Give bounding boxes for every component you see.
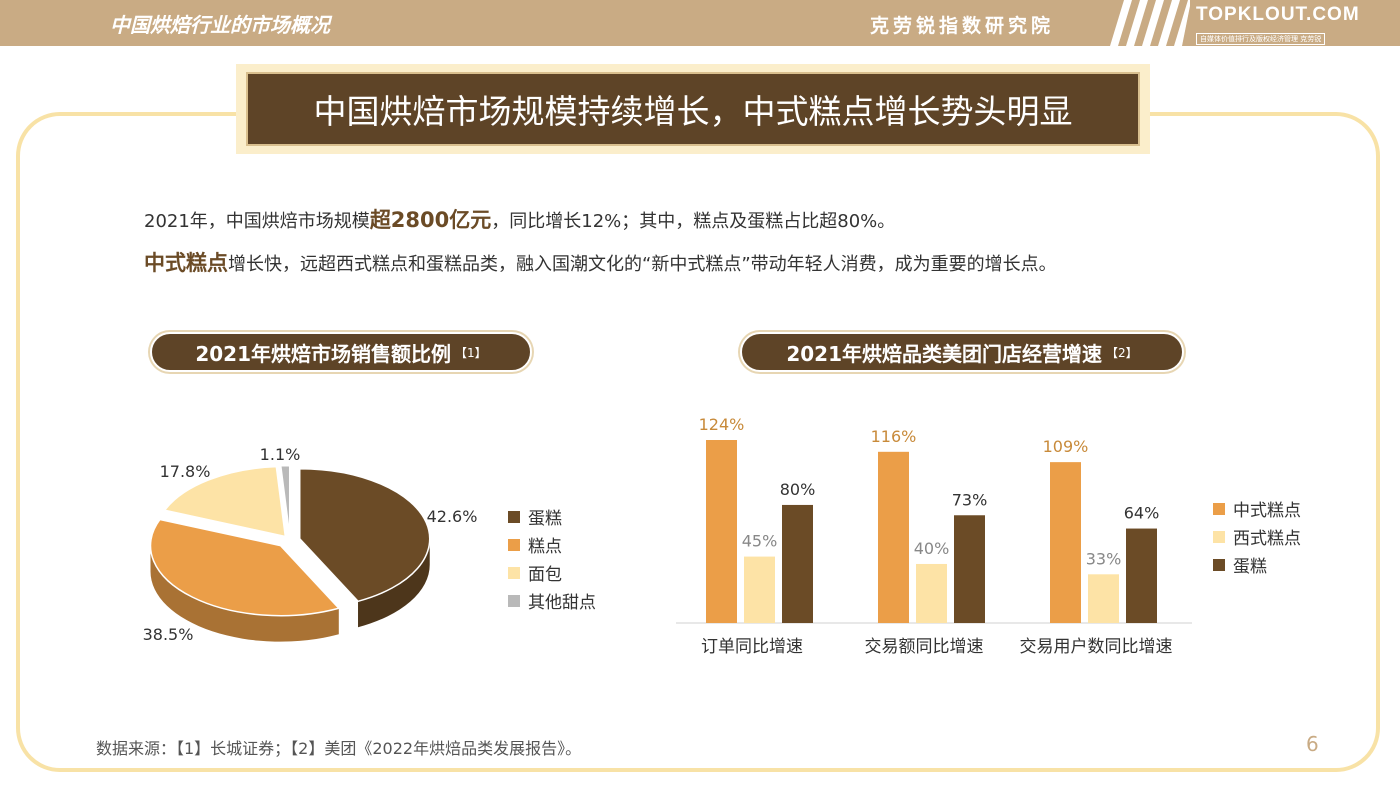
pie-slice-1 (298, 467, 431, 603)
bar-2-2 (916, 563, 947, 623)
pie-title-ref: 【1】 (455, 345, 487, 360)
top-bar: 中国烘焙行业的市场概况 克劳锐指数研究院 TOPKLOUT.COM 自媒体价值排… (0, 0, 1400, 46)
pie-legend-item: 糕点 (508, 532, 562, 557)
p1-bold: 超2800亿元 (369, 208, 492, 232)
pie-data-label: 38.5% (143, 625, 194, 644)
legend-label: 面包 (528, 565, 562, 585)
pie-slice-side (358, 538, 430, 628)
p2-bold: 中式糕点 (144, 251, 228, 275)
x-tick-label: 交易用户数同比增速 (1020, 637, 1173, 657)
bar-data-label: 73% (952, 490, 988, 509)
bar-legend-item: 蛋糕 (1213, 552, 1267, 577)
bar-data-label: 64% (1124, 504, 1160, 523)
legend-label: 其他甜点 (528, 593, 596, 613)
bar-1-3 (1050, 462, 1081, 623)
legend-swatch (508, 538, 520, 551)
paragraph-2: 中式糕点增长快，远超西式糕点和蛋糕品类，融入国潮文化的“新中式糕点”带动年轻人消… (144, 247, 1057, 277)
page-number: 6 (1306, 732, 1319, 756)
bar-title-ref: 【2】 (1106, 345, 1138, 360)
source-note: 数据来源：【1】长城证券；【2】美团《2022年烘焙品类发展报告》。 (96, 739, 582, 758)
bar-chart-title: 2021年烘焙品类美团门店经营增速 【2】 (740, 332, 1184, 372)
section-title: 中国烘焙行业的市场概况 (110, 13, 330, 37)
bar-data-label: 33% (1086, 549, 1122, 568)
legend-label: 中式糕点 (1233, 501, 1301, 521)
pie-legend-item: 蛋糕 (508, 504, 562, 529)
p1-pre: 2021年，中国烘焙市场规模 (144, 211, 370, 232)
legend-swatch (508, 594, 520, 607)
bar-data-label: 80% (780, 480, 816, 499)
pie-chart-title: 2021年烘焙市场销售额比例 【1】 (150, 332, 532, 372)
bar-3-2 (954, 515, 985, 623)
bar-data-label: 124% (699, 415, 745, 434)
p1-post: ，同比增长12%；其中，糕点及蛋糕占比超80%。 (491, 211, 896, 232)
bar-data-label: 116% (871, 427, 917, 446)
legend-label: 蛋糕 (528, 509, 562, 529)
pie-data-label: 42.6% (427, 507, 478, 526)
brand-subtitle: 自媒体价值排行及版权经济管理 克劳锐 (1196, 33, 1326, 45)
x-tick-label: 订单同比增速 (701, 637, 803, 657)
legend-swatch (1213, 558, 1225, 571)
legend-label: 糕点 (528, 537, 562, 557)
legend-label: 蛋糕 (1233, 557, 1267, 577)
bar-3-1 (782, 504, 813, 623)
pie-slice-3 (163, 465, 287, 538)
bar-data-label: 40% (914, 539, 950, 558)
legend-label: 西式糕点 (1233, 529, 1301, 549)
legend-swatch (508, 510, 520, 523)
bar-2-1 (744, 556, 775, 623)
bar-data-label: 45% (742, 532, 778, 551)
headline-text: 中国烘焙市场规模持续增长，中式糕点增长势头明显 (313, 92, 1073, 131)
bar-1-2 (878, 451, 909, 623)
org-name: 克劳锐指数研究院 (870, 15, 1055, 37)
headline-banner: 中国烘焙市场规模持续增长，中式糕点增长势头明显 (236, 64, 1150, 154)
pie-data-label: 1.1% (260, 445, 301, 464)
legend-swatch (1213, 502, 1225, 515)
brand-name: TOPKLOUT.COM (1196, 4, 1360, 25)
pie-title-text: 2021年烘焙市场销售额比例 (195, 341, 452, 366)
pie-slice-side (150, 545, 339, 642)
content-frame (16, 112, 1380, 772)
p2-post: 增长快，远超西式糕点和蛋糕品类，融入国潮文化的“新中式糕点”带动年轻人消费，成为… (228, 254, 1057, 275)
bar-2-3 (1088, 574, 1119, 623)
bar-1-1 (706, 440, 737, 623)
x-tick-label: 交易额同比增速 (865, 637, 984, 657)
pie-slice-4 (279, 464, 291, 536)
stripe-decoration (1110, 0, 1190, 46)
paragraph-1: 2021年，中国烘焙市场规模超2800亿元，同比增长12%；其中，糕点及蛋糕占比… (144, 204, 895, 234)
legend-swatch (508, 566, 520, 579)
pie-data-label: 17.8% (160, 462, 211, 481)
pie-chart: 42.6% 38.5% 17.8% 1.1% (143, 445, 478, 644)
legend-swatch (1213, 530, 1225, 543)
pie-slice-2 (149, 518, 341, 617)
pie-legend-item: 面包 (508, 560, 562, 585)
pie-legend-item: 其他甜点 (508, 588, 596, 613)
bar-legend-item: 中式糕点 (1213, 496, 1301, 521)
bar-title-text: 2021年烘焙品类美团门店经营增速 (786, 341, 1103, 366)
brand-logo: TOPKLOUT.COM 自媒体价值排行及版权经济管理 克劳锐 (1196, 4, 1382, 45)
bar-3-3 (1126, 528, 1157, 623)
bar-data-label: 109% (1043, 437, 1089, 456)
bar-legend-item: 西式糕点 (1213, 524, 1301, 549)
